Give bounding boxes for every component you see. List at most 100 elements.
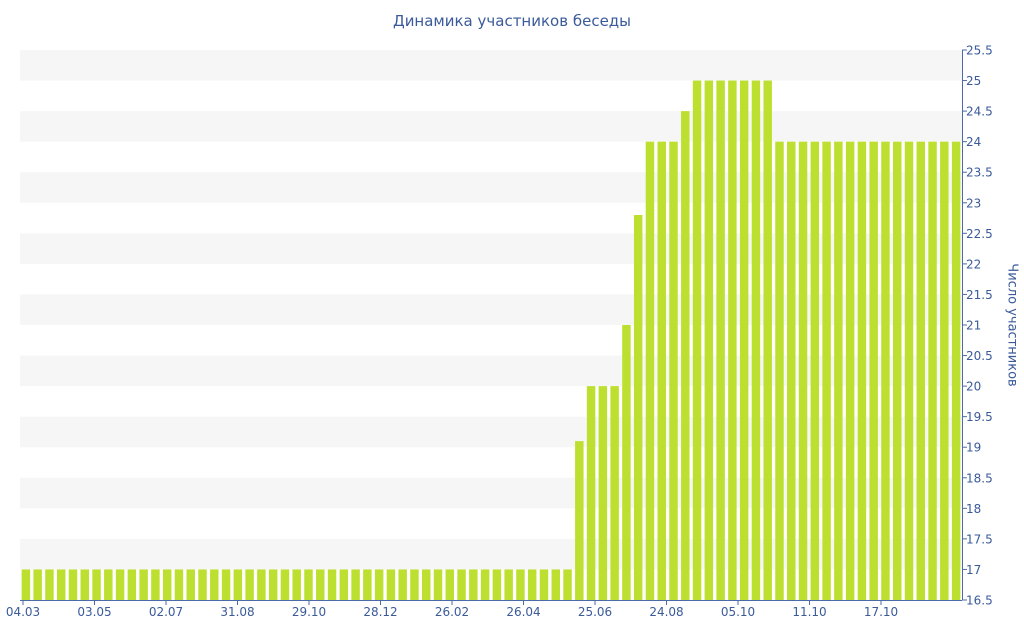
- bar: [598, 386, 608, 600]
- bar: [210, 569, 219, 600]
- bar: [834, 141, 843, 600]
- bar: [563, 569, 572, 600]
- y-tick-label: 18: [966, 502, 981, 516]
- bar: [45, 569, 54, 600]
- y-tick-label: 18.5: [966, 471, 993, 485]
- x-tick-label: 26.02: [435, 605, 469, 619]
- bar: [940, 141, 949, 600]
- grid-band: [20, 294, 962, 325]
- grid-band: [20, 477, 962, 509]
- bar: [716, 80, 725, 601]
- bar: [810, 141, 820, 600]
- bar: [516, 569, 525, 600]
- y-tick-label: 24: [966, 135, 981, 149]
- bar: [492, 569, 502, 600]
- axes: [20, 49, 967, 605]
- bar: [410, 569, 419, 600]
- bar: [869, 141, 878, 600]
- grid-band: [20, 355, 962, 387]
- bar: [268, 569, 278, 600]
- bar: [775, 141, 784, 600]
- x-tick-label: 02.07: [149, 605, 183, 619]
- x-tick-label: 03.05: [77, 605, 111, 619]
- bar: [551, 569, 561, 600]
- y-tick-label: 16.5: [966, 594, 993, 608]
- bar: [316, 569, 325, 600]
- y-tick-label: 21.5: [966, 288, 993, 302]
- grid-band: [20, 538, 962, 570]
- y-tick-label: 24.5: [966, 105, 993, 119]
- bar: [669, 141, 678, 600]
- bar: [104, 569, 113, 600]
- grid-band: [20, 416, 962, 448]
- bar: [186, 569, 195, 600]
- x-tick-label: 05.10: [721, 605, 755, 619]
- x-tick-label: 04.03: [6, 605, 40, 619]
- y-tick-label: 23.5: [966, 166, 993, 180]
- bar: [739, 80, 749, 601]
- y-tick-label: 22.5: [966, 227, 993, 241]
- y-tick-label: 25.5: [966, 44, 993, 58]
- bar: [951, 141, 961, 600]
- y-tick-label: 23: [966, 196, 981, 210]
- bar: [151, 569, 160, 600]
- bar: [787, 141, 796, 600]
- bar: [751, 80, 761, 601]
- bar: [457, 569, 466, 600]
- grid-band: [20, 233, 962, 264]
- y-tick-label: 19: [966, 441, 981, 455]
- bar: [527, 569, 537, 600]
- x-tick-label: 17.10: [864, 605, 898, 619]
- chart-title: Динамика участников беседы: [392, 12, 632, 30]
- bar: [56, 569, 66, 600]
- bar: [115, 569, 125, 600]
- bar: [916, 141, 926, 600]
- y-tick-label: 17: [966, 563, 981, 577]
- x-tick-label: 25.06: [578, 605, 612, 619]
- y-tick-label: 25: [966, 74, 981, 88]
- bar: [257, 569, 266, 600]
- bar: [233, 569, 243, 600]
- y-tick-label: 20.5: [966, 349, 993, 363]
- y-tick-label: 17.5: [966, 532, 993, 546]
- x-tick-label: 28.12: [363, 605, 397, 619]
- x-tick-label: 11.10: [792, 605, 826, 619]
- bar: [433, 569, 443, 600]
- grid-band: [20, 172, 962, 203]
- bar: [763, 80, 772, 601]
- y-axis-label: Число участников: [1004, 263, 1020, 387]
- bar: [881, 141, 890, 600]
- bar: [421, 569, 431, 600]
- bar: [33, 569, 42, 600]
- bar: [480, 569, 490, 600]
- bar: [327, 569, 337, 600]
- bar: [139, 569, 148, 600]
- x-tick-label: 31.08: [220, 605, 254, 619]
- bar: [892, 141, 902, 600]
- bar: [374, 569, 384, 600]
- y-tick-label: 20: [966, 380, 981, 394]
- bar: [645, 141, 655, 600]
- bar: [68, 569, 78, 600]
- bar: [198, 569, 207, 600]
- bar: [539, 569, 549, 600]
- x-tick-label: 26.04: [506, 605, 540, 619]
- grid-band: [20, 50, 962, 81]
- bar: [504, 569, 513, 600]
- bar: [21, 569, 31, 600]
- bar: [386, 569, 396, 600]
- bar: [622, 325, 631, 600]
- bar: [80, 569, 90, 600]
- y-tick-label: 21: [966, 319, 981, 333]
- bar: [92, 569, 101, 600]
- bar: [845, 141, 855, 600]
- bar: [633, 215, 643, 600]
- bar: [398, 569, 407, 600]
- y-tick-labels: 16.5 17 17.5 18 18.5 19 19.5 20 20.5 21 21.5 22 22.5…: [966, 44, 993, 608]
- bar: [704, 80, 714, 601]
- grid-bands: [20, 50, 962, 570]
- x-tick-label: 24.08: [649, 605, 683, 619]
- bar: [657, 141, 666, 600]
- grid-band: [20, 111, 962, 142]
